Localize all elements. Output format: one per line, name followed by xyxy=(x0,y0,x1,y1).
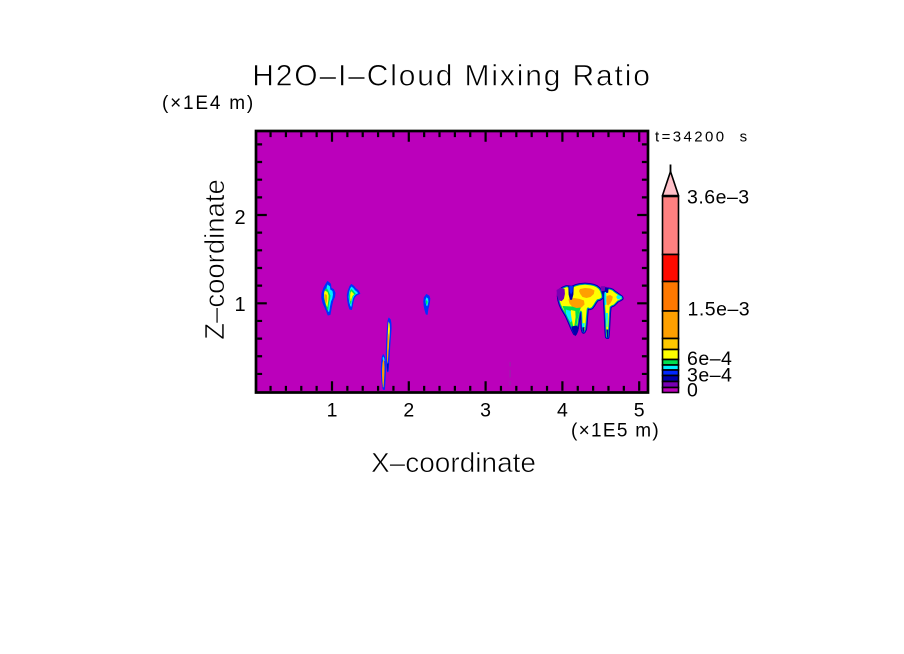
svg-text:t=34200 s: t=34200 s xyxy=(655,129,749,146)
svg-text:(×1E5 m): (×1E5 m) xyxy=(571,421,660,442)
svg-text:1.5e–3: 1.5e–3 xyxy=(688,299,751,321)
svg-text:(×1E4 m): (×1E4 m) xyxy=(162,93,255,114)
svg-text:1: 1 xyxy=(327,400,338,422)
svg-text:3: 3 xyxy=(480,400,491,422)
svg-text:2: 2 xyxy=(403,400,414,422)
svg-text:0: 0 xyxy=(687,379,698,401)
svg-text:5: 5 xyxy=(634,400,645,422)
svg-text:Z–coordinate: Z–coordinate xyxy=(199,179,230,340)
svg-text:3e–4: 3e–4 xyxy=(687,365,732,387)
svg-text:3.6e–3: 3.6e–3 xyxy=(687,187,750,209)
svg-text:X–coordinate: X–coordinate xyxy=(371,447,536,478)
svg-text:4: 4 xyxy=(557,400,568,422)
svg-text:H2O–I–Cloud Mixing Ratio: H2O–I–Cloud Mixing Ratio xyxy=(252,60,652,93)
svg-text:1: 1 xyxy=(234,294,245,316)
svg-text:6e–4: 6e–4 xyxy=(687,348,732,370)
svg-text:2: 2 xyxy=(234,207,245,229)
